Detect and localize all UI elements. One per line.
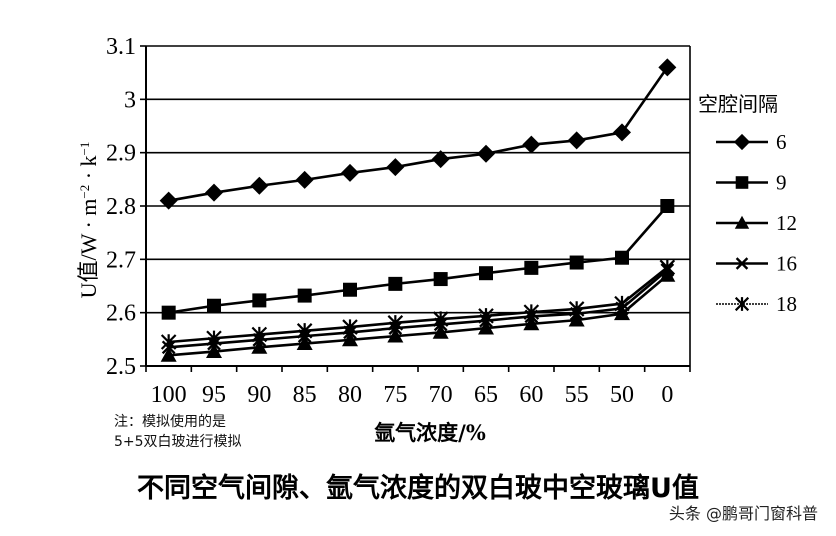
y-tick-label: 3 bbox=[124, 87, 136, 113]
y-tick-label: 3.1 bbox=[106, 34, 136, 60]
x-tick-label: 65 bbox=[474, 382, 498, 408]
y-tick-label: 2.7 bbox=[106, 247, 136, 273]
x-axis-label: 氩气浓度/% bbox=[374, 420, 486, 445]
series-6 bbox=[159, 58, 677, 210]
note-line-1: 注：模拟使用的是 bbox=[114, 414, 226, 430]
x-tick-label: 80 bbox=[338, 382, 362, 408]
x-tick-label: 100 bbox=[151, 382, 187, 408]
x-tick-label: 50 bbox=[610, 382, 634, 408]
y-axis-ticks: 3.1 3 2.9 2.8 2.7 2.6 2.5 bbox=[106, 34, 146, 380]
x-tick-label: 60 bbox=[519, 382, 543, 408]
y-tick-label: 2.8 bbox=[106, 194, 136, 220]
legend-label: 12 bbox=[776, 211, 797, 235]
legend: 空腔间隔 6 9 12 16 18 bbox=[698, 92, 797, 316]
legend-label: 9 bbox=[776, 171, 787, 195]
gridlines bbox=[146, 45, 690, 367]
x-tick-label: 95 bbox=[202, 382, 226, 408]
legend-item-6: 6 bbox=[716, 130, 787, 154]
series-18 bbox=[160, 259, 676, 350]
series-16 bbox=[161, 263, 675, 355]
legend-item-9: 9 bbox=[716, 171, 787, 195]
x-tick-label: 70 bbox=[429, 382, 453, 408]
legend-label: 18 bbox=[776, 292, 797, 316]
legend-label: 6 bbox=[776, 130, 787, 154]
x-tick-label: 75 bbox=[383, 382, 407, 408]
y-tick-label: 2.5 bbox=[106, 354, 136, 380]
figure-caption: 不同空气间隙、氩气浓度的双白玻中空玻璃U值 bbox=[137, 473, 699, 504]
watermark: 头条 @鹏哥门窗科普 bbox=[668, 504, 818, 523]
x-tick-label: 55 bbox=[565, 382, 589, 408]
x-tick-label: 0 bbox=[661, 382, 673, 408]
legend-label: 16 bbox=[776, 252, 797, 276]
data-series bbox=[159, 58, 677, 362]
simulation-note: 注：模拟使用的是 5+5双白玻进行模拟 bbox=[114, 412, 242, 452]
legend-title: 空腔间隔 bbox=[698, 92, 778, 116]
x-tick-label: 85 bbox=[293, 382, 317, 408]
x-axis-ticks: 100 95 90 85 80 75 70 65 60 55 50 0 bbox=[145, 366, 691, 408]
legend-item-18: 18 bbox=[716, 292, 797, 316]
note-line-2: 5+5双白玻进行模拟 bbox=[114, 434, 242, 450]
y-tick-label: 2.9 bbox=[106, 141, 136, 167]
legend-item-12: 12 bbox=[716, 211, 797, 235]
y-tick-label: 2.6 bbox=[106, 301, 136, 327]
y-axis-label: U值/W · m−2 · k−1 bbox=[76, 142, 101, 299]
x-tick-label: 90 bbox=[247, 382, 271, 408]
series-9 bbox=[161, 199, 675, 320]
legend-item-16: 16 bbox=[716, 252, 797, 276]
